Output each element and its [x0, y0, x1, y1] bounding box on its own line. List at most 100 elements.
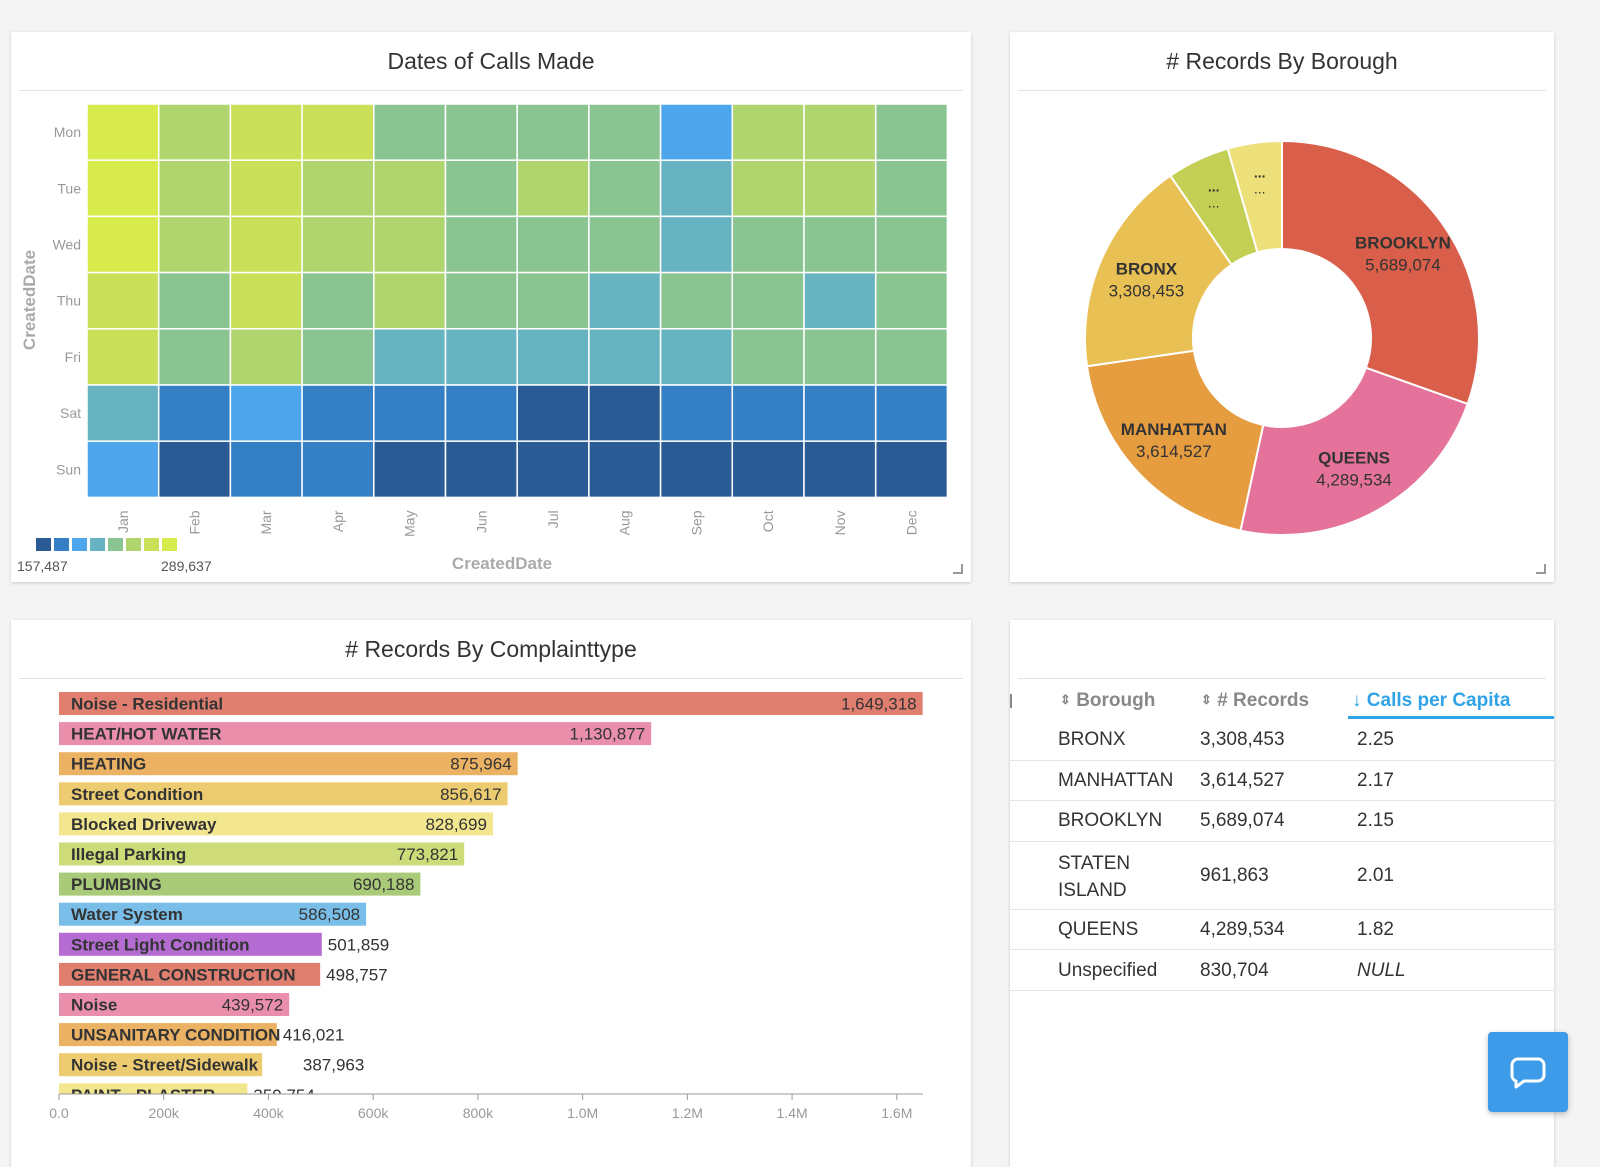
bar-category-label: HEATING: [71, 755, 146, 774]
heatmap-panel: Dates of Calls Made Mon Tue Wed Thu Fri Sat Su…: [11, 32, 971, 582]
heatmap-cell: [874, 384, 949, 442]
heatmap-cell: [301, 328, 375, 386]
table-row[interactable]: Unspecified 830,704 NULL: [1010, 950, 1554, 991]
heatmap-cell: [874, 440, 949, 499]
heatmap-cell: [444, 215, 518, 274]
heatmap-cell: [803, 271, 877, 330]
heatmap-cell: [803, 440, 877, 499]
table-row[interactable]: QUEENS 4,289,534 1.82: [1010, 910, 1554, 951]
heatmap-cell: [803, 103, 877, 161]
heatmap-cell: [86, 215, 160, 274]
bar: [59, 872, 421, 896]
slice-name-label: ...: [1254, 165, 1266, 181]
bar-category-label: Water System: [71, 905, 183, 924]
title-divider: [19, 90, 963, 91]
legend-swatch: [72, 538, 87, 551]
slice-value-label: 5,689,074: [1365, 256, 1441, 275]
x-tick-label: Feb: [187, 510, 203, 534]
heatmap-cell: [157, 103, 232, 161]
slice-name-label: BRONX: [1116, 260, 1178, 279]
donut-slice: [1239, 366, 1469, 536]
heatmap-cell: [86, 440, 160, 499]
bar-value-label: 1,130,877: [570, 725, 646, 744]
heatmap-cell: [373, 159, 447, 218]
heatmap-cell: [373, 328, 447, 386]
x-tick-label: 1.4M: [777, 1105, 808, 1121]
heatmap-cell: [588, 384, 662, 442]
slice-value-label: ...: [1208, 194, 1220, 210]
borough-cell: QUEENS: [1058, 919, 1138, 941]
bar: [59, 752, 518, 776]
heatmap-cell: [516, 384, 590, 442]
heatmap-cell: [803, 159, 877, 218]
sort-records-header[interactable]: ⇕ # Records: [1201, 690, 1310, 711]
table-row[interactable]: STATEN ISLAND 961,863 2.01: [1010, 842, 1554, 910]
heatmap-cell: [659, 215, 734, 274]
heatmap-cell: [86, 159, 160, 218]
heatmap-cell: [803, 215, 877, 274]
borough-cell: STATEN ISLAND: [1058, 850, 1130, 904]
legend-swatch: [144, 538, 159, 551]
table-header: ⇕ Borough ⇕ # Records ↓ Calls per Capita: [1010, 678, 1554, 720]
heatmap-cell: [229, 328, 303, 386]
heatmap-cell: [86, 384, 160, 442]
legend-swatch: [126, 538, 141, 551]
borough-name: BRONX: [1058, 729, 1126, 751]
x-tick-label: 800k: [463, 1105, 494, 1121]
donut-chart: BROOKLYN 5,689,074 QUEENS 4,289,534 MANHATTA…: [1084, 139, 1480, 536]
table-row[interactable]: BRONX 3,308,453 2.25: [1010, 720, 1554, 761]
table-row[interactable]: BROOKLYN 5,689,074 2.15: [1010, 801, 1554, 842]
calls-per-capita-cell: 2.25: [1357, 729, 1394, 751]
heatmap-cell: [659, 384, 734, 442]
y-tick-label: Thu: [57, 293, 81, 309]
slice-value-label: 4,289,534: [1316, 470, 1392, 489]
heatmap-cell: [803, 328, 877, 386]
bar: [59, 932, 322, 956]
legend-swatch: [90, 538, 105, 551]
heatmap-cell: [86, 271, 160, 330]
calls-per-capita-cell: 2.15: [1357, 810, 1394, 832]
bar-value-label: 856,617: [440, 785, 501, 804]
bar-value-label: 501,859: [328, 935, 389, 954]
x-tick-label: 600k: [358, 1105, 389, 1121]
heatmap-cell: [301, 215, 375, 274]
sort-borough-header[interactable]: ⇕ Borough: [1060, 690, 1156, 711]
heatmap-cell: [444, 159, 518, 218]
y-tick-label: Sun: [56, 461, 81, 477]
heatmap-cell: [874, 215, 949, 274]
heatmap-cell: [444, 384, 518, 442]
column-edge: [1010, 694, 1013, 708]
records-cell: 3,308,453: [1200, 729, 1285, 751]
y-axis-label: CreatedDate: [20, 250, 39, 350]
bar-plot-area: Noise - Residential 1,649,318 HEAT/HOT WAT…: [59, 692, 923, 1094]
heatmap-cell: [731, 271, 805, 330]
heatmap-title: Dates of Calls Made: [387, 48, 595, 74]
x-axis-label: CreatedDate: [452, 554, 552, 573]
borough-name: ISLAND: [1058, 879, 1127, 901]
y-tick-label: Sat: [60, 405, 81, 421]
bar-category-label: GENERAL CONSTRUCTION: [71, 965, 295, 984]
legend-swatch: [36, 538, 51, 551]
x-tick-label: 1.2M: [672, 1105, 703, 1121]
bar-category-label: Illegal Parking: [71, 845, 186, 864]
heatmap-cell: [588, 103, 662, 161]
sort-calls-per-capita-header[interactable]: ↓ Calls per Capita: [1352, 690, 1511, 711]
title-divider: [1018, 678, 1546, 679]
x-tick-label: Oct: [760, 510, 776, 532]
bar-value-label: 498,757: [326, 965, 387, 984]
resize-handle[interactable]: [953, 564, 963, 574]
records-cell: 830,704: [1200, 959, 1269, 981]
x-tick-label: Sep: [688, 510, 704, 535]
calls-per-capita-cell: 1.82: [1357, 919, 1394, 941]
chat-button[interactable]: [1488, 1032, 1568, 1112]
table-row[interactable]: MANHATTAN 3,614,527 2.17: [1010, 761, 1554, 802]
slice-name-label: MANHATTAN: [1121, 420, 1227, 439]
bar-category-label: PLUMBING: [71, 875, 162, 894]
bar-category-label: Street Light Condition: [71, 935, 249, 954]
borough-name: Unspecified: [1058, 959, 1158, 981]
bar: [59, 812, 493, 836]
donut-slice: [1281, 139, 1480, 406]
records-cell: 5,689,074: [1200, 810, 1285, 832]
slice-value-label: 3,614,527: [1136, 442, 1212, 461]
resize-handle[interactable]: [1536, 564, 1546, 574]
